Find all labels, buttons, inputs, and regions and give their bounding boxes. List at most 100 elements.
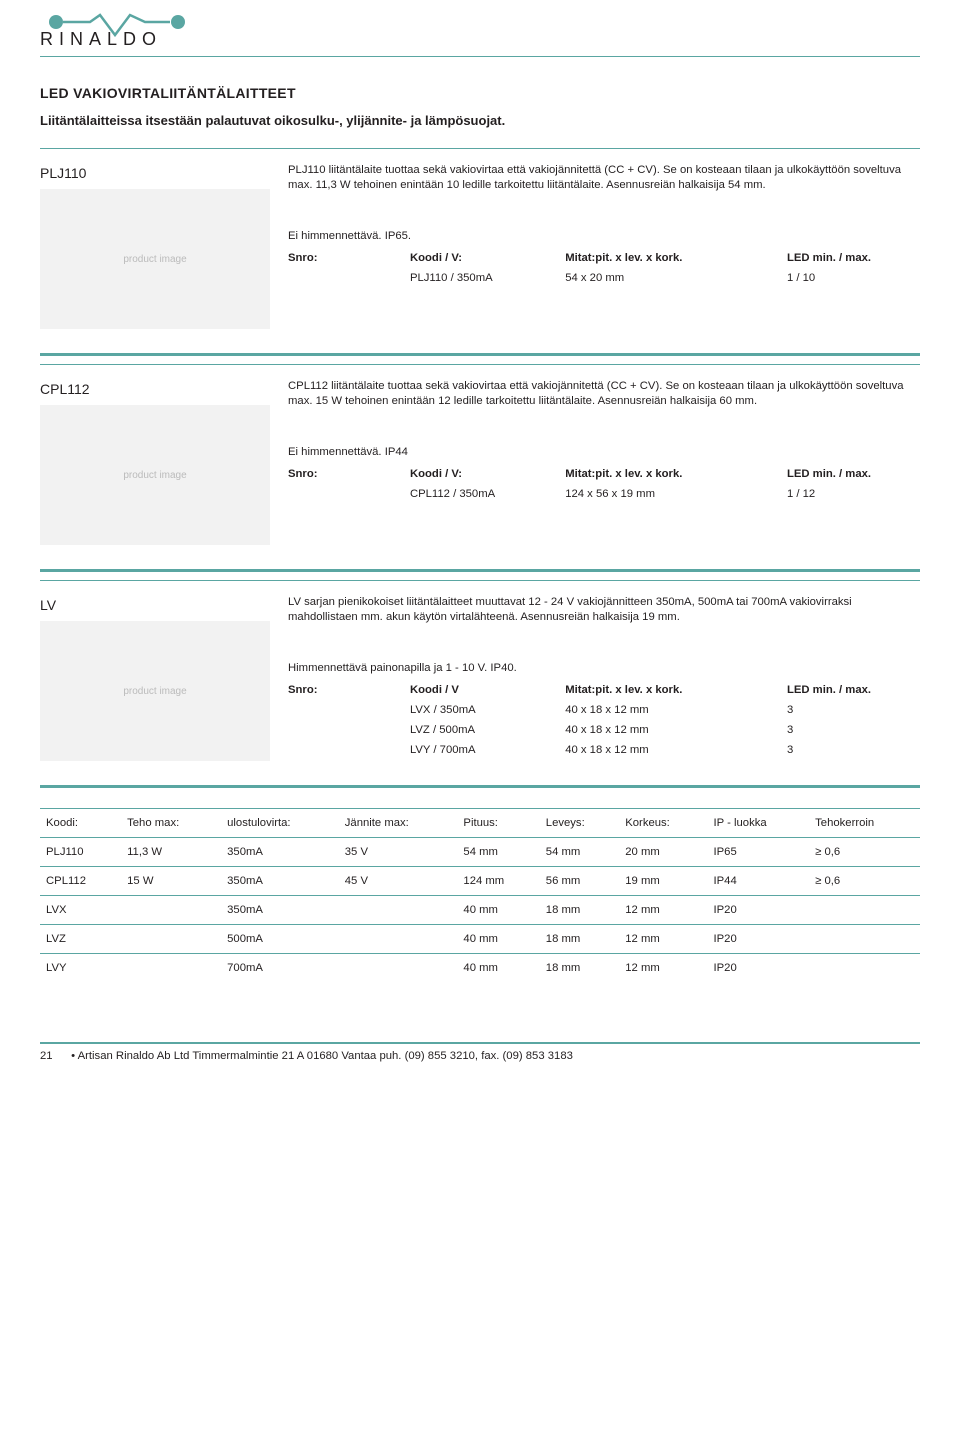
brand-rule xyxy=(40,56,920,57)
spec-cell: CPL112 / 350mA xyxy=(410,482,565,502)
product-spec-table: Snro:Koodi / V:Mitat:pit. x lev. x kork.… xyxy=(288,250,920,286)
page-subtitle: Liitäntälaitteissa itsestään palautuvat … xyxy=(40,113,920,128)
summary-header-cell: Jännite max: xyxy=(339,809,458,838)
footer-text: • Artisan Rinaldo Ab Ltd Timmermalmintie… xyxy=(71,1050,573,1062)
summary-cell: 54 mm xyxy=(457,838,539,867)
page-title: LED VAKIOVIRTALIITÄNTÄLAITTEET xyxy=(40,85,920,101)
brand-logo: RINALDO xyxy=(40,12,920,50)
summary-cell: IP20 xyxy=(708,954,810,983)
summary-row: LVX350mA40 mm18 mm12 mmIP20 xyxy=(40,896,920,925)
summary-cell: 350mA xyxy=(221,867,339,896)
spec-header: LED min. / max. xyxy=(787,466,920,482)
summary-cell: 12 mm xyxy=(619,954,707,983)
section-divider xyxy=(40,580,920,581)
section-divider-thick xyxy=(40,353,920,356)
spec-cell: 54 x 20 mm xyxy=(565,266,787,286)
spec-cell: LVZ / 500mA xyxy=(410,718,565,738)
summary-cell: 54 mm xyxy=(540,838,619,867)
summary-cell: 45 V xyxy=(339,867,458,896)
summary-cell: 18 mm xyxy=(540,925,619,954)
summary-cell: 12 mm xyxy=(619,896,707,925)
summary-header-cell: Tehokerroin xyxy=(809,809,920,838)
product-image-placeholder: product image xyxy=(40,405,270,545)
summary-cell xyxy=(339,896,458,925)
section-divider-thick xyxy=(40,569,920,572)
spec-cell: 124 x 56 x 19 mm xyxy=(565,482,787,502)
spec-cell: 3 xyxy=(787,718,920,738)
product-block: LV product image LV sarjan pienikokoiset l… xyxy=(40,591,920,761)
summary-header-cell: Leveys: xyxy=(540,809,619,838)
summary-cell: LVX xyxy=(40,896,121,925)
summary-cell: PLJ110 xyxy=(40,838,121,867)
spec-header: LED min. / max. xyxy=(787,250,920,266)
spec-header: Mitat:pit. x lev. x kork. xyxy=(565,466,787,482)
summary-cell: 40 mm xyxy=(457,954,539,983)
summary-cell: LVZ xyxy=(40,925,121,954)
summary-cell xyxy=(809,954,920,983)
summary-cell: ≥ 0,6 xyxy=(809,838,920,867)
summary-cell: 350mA xyxy=(221,896,339,925)
summary-cell: 35 V xyxy=(339,838,458,867)
product-note: Himmennettävä painonapilla ja 1 - 10 V. … xyxy=(288,662,920,674)
product-spec-table: Snro:Koodi / VMitat:pit. x lev. x kork. L… xyxy=(288,682,920,758)
summary-header-cell: Teho max: xyxy=(121,809,221,838)
spec-header: Koodi / V: xyxy=(410,250,565,266)
summary-cell xyxy=(121,954,221,983)
product-code: PLJ110 xyxy=(40,165,270,181)
spec-cell: 40 x 18 x 12 mm xyxy=(565,738,787,758)
summary-cell: ≥ 0,6 xyxy=(809,867,920,896)
page-number: 21 xyxy=(40,1050,68,1062)
spec-cell: 1 / 12 xyxy=(787,482,920,502)
spec-header: Snro: xyxy=(288,682,410,698)
section-divider xyxy=(40,364,920,365)
summary-cell: IP20 xyxy=(708,896,810,925)
spec-cell: LVY / 700mA xyxy=(410,738,565,758)
summary-cell: 40 mm xyxy=(457,925,539,954)
product-left-col: PLJ110 product image xyxy=(40,159,270,329)
summary-cell: IP44 xyxy=(708,867,810,896)
summary-header-row: Koodi:Teho max:ulostulovirta:Jännite max… xyxy=(40,809,920,838)
spec-header: Koodi / V: xyxy=(410,466,565,482)
summary-cell xyxy=(339,925,458,954)
summary-header-cell: IP - luokka xyxy=(708,809,810,838)
spec-cell xyxy=(288,482,410,502)
summary-header-cell: Korkeus: xyxy=(619,809,707,838)
product-description: CPL112 liitäntälaite tuottaa sekä vakiov… xyxy=(288,375,920,410)
summary-cell: 12 mm xyxy=(619,925,707,954)
product-note: Ei himmennettävä. IP44 xyxy=(288,446,920,458)
spec-cell xyxy=(288,738,410,758)
summary-cell: CPL112 xyxy=(40,867,121,896)
product-block: PLJ110 product imagePLJ110 liitäntälaite … xyxy=(40,159,920,329)
product-image-placeholder: product image xyxy=(40,621,270,761)
product-code: LV xyxy=(40,597,270,613)
spec-cell: 3 xyxy=(787,698,920,718)
spec-header: Koodi / V xyxy=(410,682,565,698)
spec-cell xyxy=(288,718,410,738)
spec-cell xyxy=(288,698,410,718)
spec-header: Snro: xyxy=(288,466,410,482)
product-left-col: LV product image xyxy=(40,591,270,761)
summary-cell xyxy=(121,925,221,954)
summary-cell: 19 mm xyxy=(619,867,707,896)
summary-header-cell: Koodi: xyxy=(40,809,121,838)
product-left-col: CPL112product image xyxy=(40,375,270,545)
summary-header-cell: ulostulovirta: xyxy=(221,809,339,838)
summary-table: Koodi:Teho max:ulostulovirta:Jännite max… xyxy=(40,808,920,982)
summary-cell: LVY xyxy=(40,954,121,983)
summary-cell xyxy=(339,954,458,983)
summary-row: LVZ500mA40 mm18 mm12 mmIP20 xyxy=(40,925,920,954)
summary-header-cell: Pituus: xyxy=(457,809,539,838)
summary-cell: 15 W xyxy=(121,867,221,896)
spec-cell: 40 x 18 x 12 mm xyxy=(565,718,787,738)
product-image-placeholder: product image xyxy=(40,189,270,329)
spec-cell: 3 xyxy=(787,738,920,758)
spec-header: Snro: xyxy=(288,250,410,266)
summary-cell: 11,3 W xyxy=(121,838,221,867)
spec-header: Mitat:pit. x lev. x kork. xyxy=(565,250,787,266)
product-right-col: PLJ110 liitäntälaite tuottaa sekä vakiov… xyxy=(288,159,920,329)
spec-cell: PLJ110 / 350mA xyxy=(410,266,565,286)
summary-cell: 56 mm xyxy=(540,867,619,896)
spec-header: Mitat:pit. x lev. x kork. xyxy=(565,682,787,698)
product-right-col: CPL112 liitäntälaite tuottaa sekä vakiov… xyxy=(288,375,920,545)
product-description: LV sarjan pienikokoiset liitäntälaitteet… xyxy=(288,591,920,626)
